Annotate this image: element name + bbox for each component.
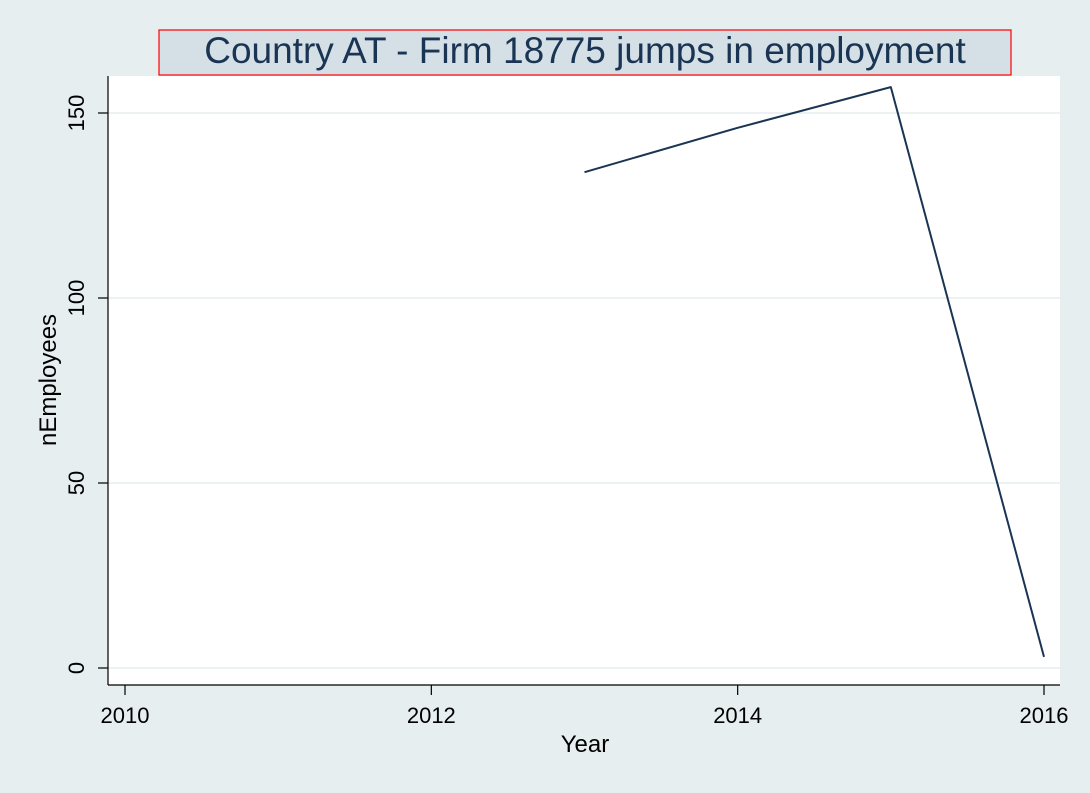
x-tick-label: 2012	[407, 703, 456, 728]
chart-title: Country AT - Firm 18775 jumps in employm…	[204, 30, 966, 71]
x-axis-label: Year	[561, 731, 610, 758]
title-box	[158, 29, 1012, 76]
y-tick-label: 50	[64, 471, 89, 495]
x-tick-label: 2016	[1020, 703, 1069, 728]
series-group	[584, 86, 1045, 658]
plot-area	[108, 76, 1060, 685]
x-tick-label: 2014	[713, 703, 762, 728]
gridlines	[108, 112, 1060, 669]
x-axis: 2010 2012 2014 2016	[101, 684, 1069, 728]
y-tick-label: 100	[64, 280, 89, 317]
x-tick-label: 2010	[101, 703, 150, 728]
y-tick-label: 150	[64, 95, 89, 132]
y-axis: 0 50 100 150	[64, 76, 109, 685]
y-axis-label: nEmployees	[35, 314, 62, 446]
y-tick-label: 0	[64, 662, 89, 674]
series-line-0	[584, 86, 1045, 658]
